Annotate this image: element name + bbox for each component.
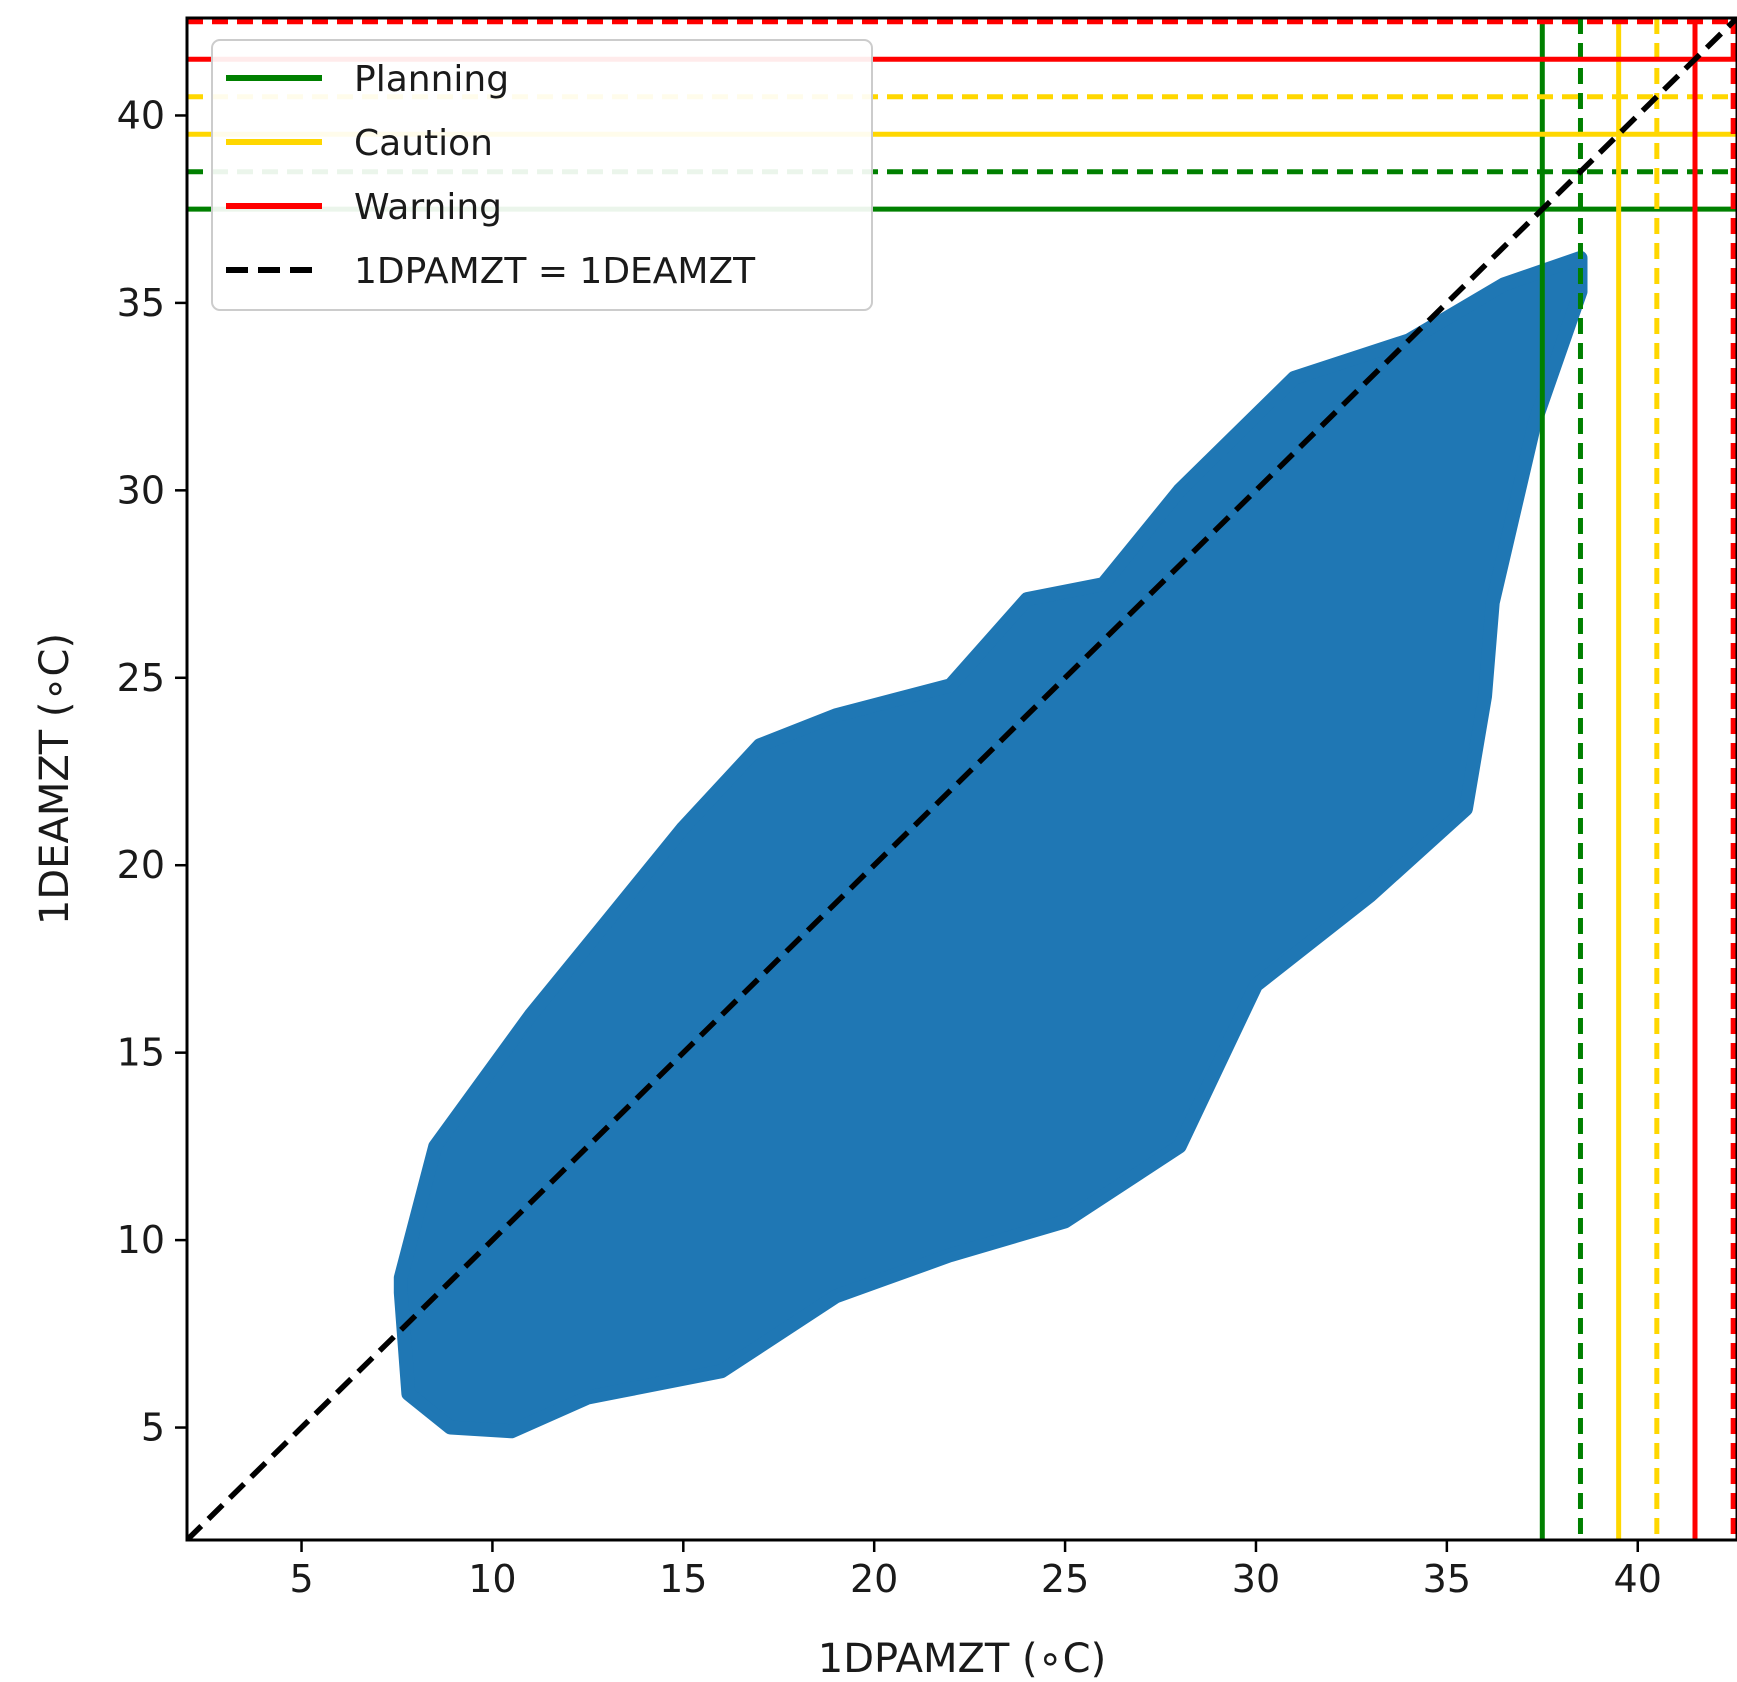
legend-label-0: Planning xyxy=(354,59,509,100)
x-tick-label: 30 xyxy=(1232,1557,1280,1601)
y-tick-label: 15 xyxy=(117,1031,165,1075)
x-tick-label: 15 xyxy=(659,1557,707,1601)
plot-inner xyxy=(187,18,1737,1540)
x-tick-label: 20 xyxy=(850,1557,898,1601)
y-tick-label: 20 xyxy=(117,843,165,887)
y-tick-label: 30 xyxy=(117,468,165,512)
scatter-points xyxy=(393,250,1588,1439)
y-tick-label: 5 xyxy=(141,1406,165,1450)
x-tick-label: 25 xyxy=(1041,1557,1089,1601)
legend-box xyxy=(211,39,873,311)
x-tick-label: 10 xyxy=(468,1557,516,1601)
y-tick-label: 40 xyxy=(117,93,165,137)
plot-area xyxy=(187,18,1737,1540)
identity-line xyxy=(187,18,1737,1540)
y-tick-label: 25 xyxy=(117,656,165,700)
y-tick-label: 35 xyxy=(117,281,165,325)
axes-frame xyxy=(185,16,1737,1542)
x-axis-label: 1DPAMZT (∘C) xyxy=(818,1636,1106,1682)
legend-label-1: Caution xyxy=(354,123,493,164)
legend-label-2: Warning xyxy=(354,187,502,228)
x-tick-label: 35 xyxy=(1423,1557,1471,1601)
axes: 5 10 15 20 25 30 35 40 5 10 15 20 25 30 35 40 xyxy=(117,16,1737,1601)
y-tick-label: 10 xyxy=(117,1218,165,1262)
legend-label-3: 1DPAMZT = 1DEAMZT xyxy=(354,251,756,292)
x-tick-label: 40 xyxy=(1614,1557,1662,1601)
legend: Planning Caution Warning 1DPAMZT = 1DEAMZT xyxy=(211,39,873,311)
x-tick-label: 5 xyxy=(289,1557,313,1601)
y-axis-label: 1DEAMZT (∘C) xyxy=(32,633,78,925)
